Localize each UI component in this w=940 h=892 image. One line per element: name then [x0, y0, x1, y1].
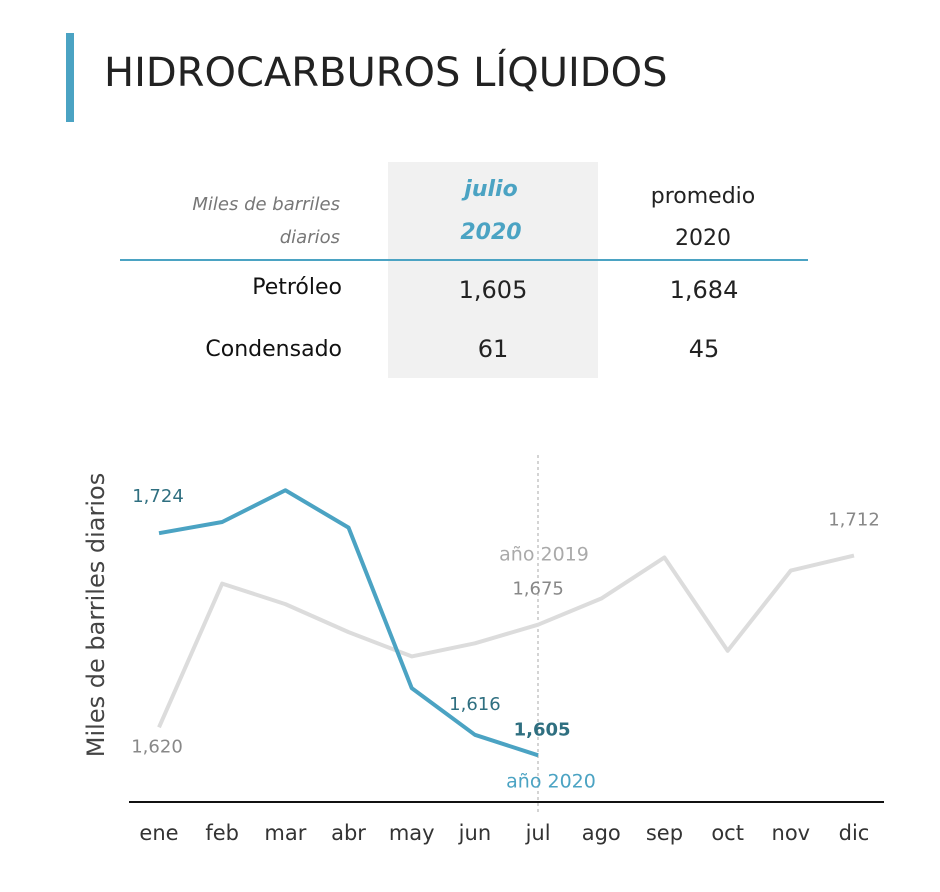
column-header: promedio [651, 184, 756, 209]
x-tick-label: nov [772, 821, 811, 845]
data-label: 1,616 [449, 694, 501, 715]
title-accent [66, 33, 74, 122]
data-label: 1,724 [132, 486, 184, 507]
cell: 1,605 [459, 276, 528, 304]
x-tick-label: sep [646, 821, 683, 845]
series-line [157, 553, 855, 729]
y-axis-label: Miles de barriles diarios [82, 473, 110, 757]
cell: 1,684 [670, 276, 739, 304]
x-tick-label: jun [458, 821, 491, 845]
x-tick-label: may [389, 821, 435, 845]
column-header: 2020 [675, 226, 731, 251]
x-tick-label: feb [205, 821, 239, 845]
unit-label: Miles de barriles [192, 194, 340, 215]
data-label: 1,620 [131, 736, 183, 757]
x-tick-label: oct [711, 821, 744, 845]
cell: 45 [689, 335, 720, 363]
row-label: Petróleo [252, 275, 342, 300]
x-tick-label: dic [839, 821, 870, 845]
series-line [158, 488, 539, 758]
unit-label: diarios [280, 227, 340, 248]
x-tick-label: abr [331, 821, 366, 845]
x-tick-label: ene [139, 821, 178, 845]
cell: 61 [478, 335, 509, 363]
title: HIDROCARBUROS LÍQUIDOS [104, 48, 667, 96]
data-label: 1,605 [514, 719, 571, 740]
x-tick-label: mar [264, 821, 306, 845]
row-label: Condensado [205, 337, 342, 362]
column-header: julio [461, 177, 517, 202]
highlight-column [388, 162, 598, 378]
x-tick-label: ago [582, 821, 621, 845]
column-header: 2020 [460, 220, 521, 245]
x-tick-label: jul [525, 821, 551, 845]
data-label: 1,712 [828, 510, 880, 531]
legend-label: año 2019 [499, 544, 589, 566]
data-label: 1,675 [512, 579, 564, 600]
legend-label: año 2020 [506, 771, 596, 793]
